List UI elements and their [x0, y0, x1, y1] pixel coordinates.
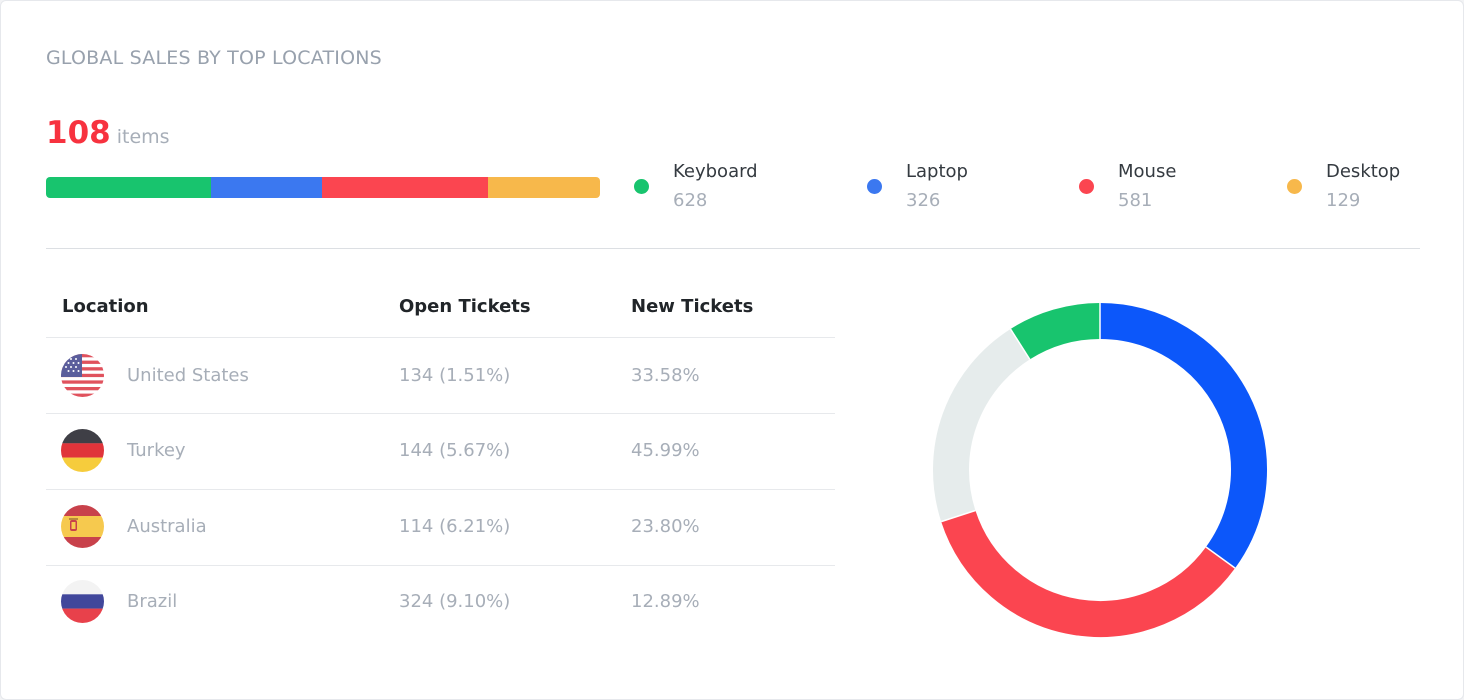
table-row: Brazil 324 (9.10%) 12.89%: [46, 566, 835, 641]
section-divider: [46, 248, 1420, 249]
location-name: Turkey: [127, 440, 186, 461]
germany-flag-icon: [61, 429, 104, 472]
spain-flag-icon: [61, 505, 104, 548]
legend-label: Desktop: [1326, 161, 1401, 182]
open-tickets-value: 144 (5.67%): [399, 440, 511, 461]
open-tickets-value: 134 (1.51%): [399, 365, 511, 386]
progress-segment-keyboard: [46, 177, 212, 198]
open-tickets-value: 114 (6.21%): [399, 516, 511, 537]
donut-separator: [1205, 546, 1236, 569]
open-tickets-value: 324 (9.10%): [399, 591, 511, 612]
table-row: Turkey 144 (5.67%) 45.99%: [46, 414, 835, 490]
legend-dot-icon: [1079, 179, 1094, 194]
legend-label: Keyboard: [673, 161, 758, 182]
donut-slice-0: [1099, 303, 1267, 569]
donut-slice-2: [933, 329, 1031, 522]
legend-label: Laptop: [906, 161, 968, 182]
legend-label: Mouse: [1118, 161, 1177, 182]
donut-slice-3: [1010, 303, 1101, 360]
donut-chart: [933, 303, 1267, 637]
donut-slice-1: [941, 510, 1236, 637]
new-tickets-value: 23.80%: [631, 516, 700, 537]
total-items-unit: items: [116, 126, 170, 148]
table-row: Australia 114 (6.21%) 23.80%: [46, 490, 835, 566]
legend-dot-icon: [867, 179, 882, 194]
progress-segment-laptop: [211, 177, 322, 198]
legend-dot-icon: [634, 179, 649, 194]
donut-separator: [1009, 328, 1031, 360]
progress-segment-desktop: [488, 177, 600, 198]
new-tickets-value: 33.58%: [631, 365, 700, 386]
legend-value: 129: [1326, 190, 1361, 211]
column-header-open-tickets: Open Tickets: [399, 296, 531, 317]
column-header-new-tickets: New Tickets: [631, 296, 754, 317]
new-tickets-value: 12.89%: [631, 591, 700, 612]
table-row: United States 134 (1.51%) 33.58%: [46, 338, 835, 414]
legend-value: 581: [1118, 190, 1153, 211]
donut-separator: [940, 509, 976, 523]
new-tickets-value: 45.99%: [631, 440, 700, 461]
location-name: United States: [127, 365, 249, 386]
progress-segment-mouse: [321, 177, 489, 198]
stacked-progress-bar: [46, 177, 600, 198]
us-flag-icon: [61, 354, 104, 397]
legend-value: 628: [673, 190, 708, 211]
locations-table-header: Location Open Tickets New Tickets: [46, 280, 835, 338]
widget-title: GLOBAL SALES BY TOP LOCATIONS: [46, 47, 382, 69]
total-items-value: 108: [46, 115, 111, 151]
column-header-location: Location: [62, 296, 149, 317]
location-name: Australia: [127, 516, 207, 537]
total-items: 108 items: [46, 115, 170, 151]
legend-value: 326: [906, 190, 941, 211]
legend-dot-icon: [1287, 179, 1302, 194]
location-name: Brazil: [127, 591, 178, 612]
russia-flag-icon: [61, 580, 104, 623]
